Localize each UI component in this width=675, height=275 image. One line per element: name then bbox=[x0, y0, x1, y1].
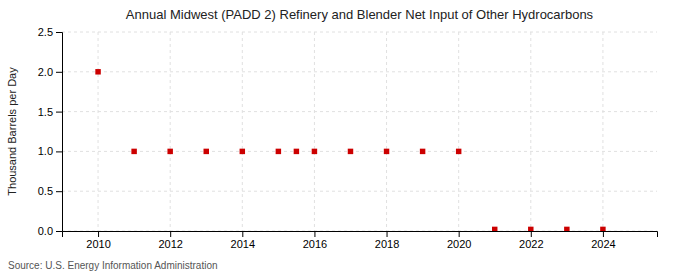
y-axis-line bbox=[56, 33, 63, 232]
x-axis-tick-label: 2012 bbox=[158, 238, 182, 250]
y-axis-tick: 2.5 bbox=[38, 26, 62, 38]
y-axis-tick-label: 1.0 bbox=[38, 145, 53, 157]
grid bbox=[62, 32, 657, 231]
x-axis: 2010 2012 2014 2016 2018 2020 2022 2024 bbox=[63, 231, 658, 250]
point bbox=[276, 149, 281, 154]
x-axis-tick-label: 2024 bbox=[591, 238, 615, 250]
point bbox=[312, 149, 317, 154]
title: Annual Midwest (PADD 2) Refinery and Ble… bbox=[126, 7, 594, 22]
point bbox=[528, 227, 533, 231]
point bbox=[240, 149, 245, 154]
x-axis-tick: 2024 bbox=[591, 231, 615, 250]
grid-line-x bbox=[170, 32, 171, 231]
grid-line-x bbox=[314, 32, 315, 231]
x-axis-tick: 2020 bbox=[447, 231, 471, 250]
x-axis-tick: 2010 bbox=[86, 231, 110, 250]
x-axis-tick-mark bbox=[603, 231, 604, 237]
x-axis-tick-mark bbox=[387, 231, 388, 237]
y-axis-tick: 2.0 bbox=[38, 66, 62, 78]
grid-line-x bbox=[242, 32, 243, 231]
x-axis-tick-label: 2016 bbox=[303, 238, 327, 250]
y-axis-tick: 1.5 bbox=[38, 106, 62, 118]
x-axis-tick: 2018 bbox=[375, 231, 399, 250]
x-axis-tick: 2022 bbox=[519, 231, 543, 250]
x-axis-tick: 2012 bbox=[158, 231, 182, 250]
point bbox=[95, 69, 100, 74]
grid-line-x bbox=[458, 32, 459, 231]
x-axis-tick-label: 2022 bbox=[519, 238, 543, 250]
y-axis-tick-mark bbox=[56, 231, 62, 232]
y-axis-tick-mark bbox=[56, 191, 62, 192]
point bbox=[384, 149, 389, 154]
chart-svg: 2010 2012 2014 2016 2018 2020 2022 2024 0.0 0.5 1.… bbox=[0, 0, 675, 275]
y-axis-tick-label: 2.5 bbox=[38, 26, 53, 38]
point bbox=[131, 149, 136, 154]
x-axis-tick-mark bbox=[531, 231, 532, 237]
x-axis-tick-mark bbox=[242, 231, 243, 237]
x-axis-line bbox=[63, 232, 658, 238]
source-note: Source: U.S. Energy Information Administ… bbox=[8, 260, 218, 271]
y-axis-tick-mark bbox=[56, 112, 62, 113]
y-axis-tick-label: 0.0 bbox=[38, 225, 53, 237]
point bbox=[564, 227, 569, 231]
y-axis-tick: 0.5 bbox=[38, 185, 62, 197]
x-axis-tick-mark bbox=[98, 231, 99, 237]
x-axis-tick-label: 2018 bbox=[375, 238, 399, 250]
grid-line-x bbox=[98, 32, 99, 231]
grid-line-y bbox=[62, 111, 657, 112]
y-axis-tick: 1.0 bbox=[38, 145, 62, 157]
y-axis-tick-mark bbox=[56, 72, 62, 73]
x-axis-tick: 2014 bbox=[231, 231, 255, 250]
x-axis-tick-label: 2014 bbox=[231, 238, 255, 250]
chart-container: 2010 2012 2014 2016 2018 2020 2022 2024 0.0 0.5 1.… bbox=[0, 0, 675, 275]
grid-line-y bbox=[62, 151, 657, 152]
y-axis-tick-mark bbox=[56, 32, 62, 33]
x-axis-tick-label: 2010 bbox=[86, 238, 110, 250]
grid-line-y bbox=[62, 32, 657, 33]
x-axis-tick-mark bbox=[314, 231, 315, 237]
point bbox=[420, 149, 425, 154]
y-axis-tick-label: 1.5 bbox=[38, 106, 53, 118]
point bbox=[492, 227, 497, 231]
x-axis-tick: 2016 bbox=[303, 231, 327, 250]
y-axis-tick-label: 2.0 bbox=[38, 66, 53, 78]
y-axis: 0.0 0.5 1.0 1.5 2.0 2.5 bbox=[38, 26, 63, 237]
grid-line-x bbox=[530, 32, 531, 231]
grid-line-y bbox=[62, 191, 657, 192]
grid-line-y bbox=[62, 71, 657, 72]
x-axis-tick-mark bbox=[170, 231, 171, 237]
y-axis-label: Thousand Barrels per Day bbox=[6, 67, 18, 196]
grid-line-x bbox=[602, 32, 603, 231]
point bbox=[167, 149, 172, 154]
point bbox=[204, 149, 209, 154]
grid-line-x bbox=[386, 32, 387, 231]
plot-area: 2010 2012 2014 2016 2018 2020 2022 2024 0.0 0.5 1.… bbox=[38, 26, 658, 250]
point bbox=[348, 149, 353, 154]
y-axis-tick-mark bbox=[56, 151, 62, 152]
point bbox=[600, 227, 605, 231]
point bbox=[294, 149, 299, 154]
point bbox=[456, 149, 461, 154]
marks bbox=[95, 69, 605, 231]
x-axis-tick-label: 2020 bbox=[447, 238, 471, 250]
y-axis-tick: 0.0 bbox=[38, 225, 62, 237]
y-axis-tick-label: 0.5 bbox=[38, 185, 53, 197]
x-axis-tick-mark bbox=[459, 231, 460, 237]
